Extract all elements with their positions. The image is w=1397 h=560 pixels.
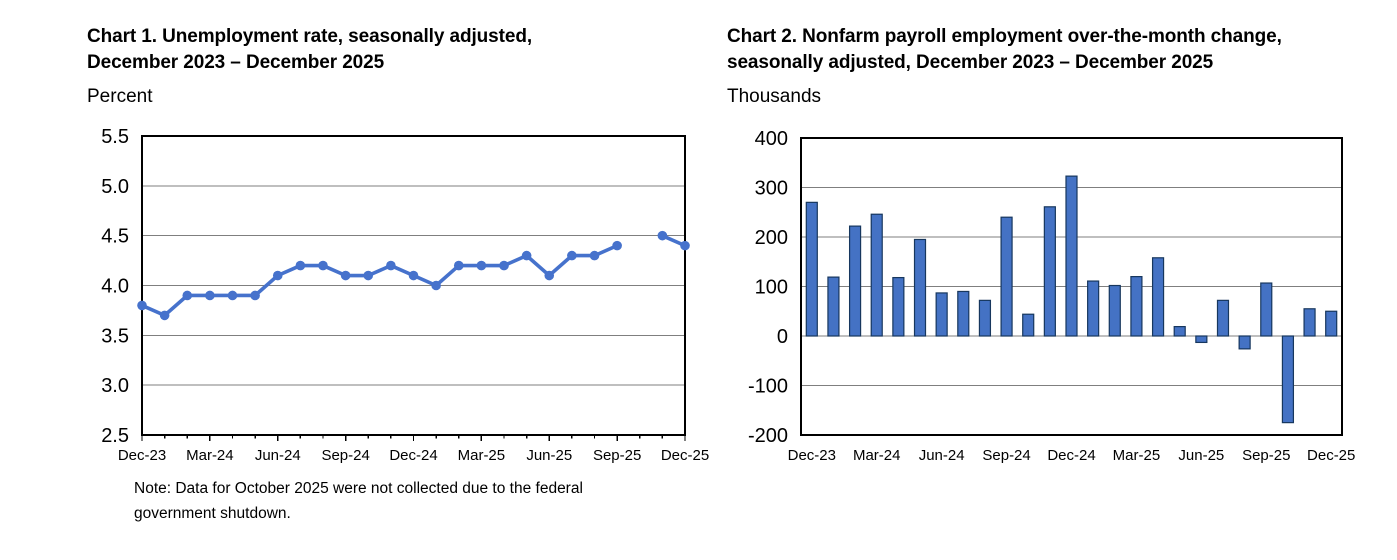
x-tick-label: Mar-24 xyxy=(186,447,234,464)
bar xyxy=(827,276,840,337)
bar xyxy=(913,238,927,337)
y-tick-label: -200 xyxy=(748,425,788,447)
x-tick-label: Jun-24 xyxy=(255,447,301,464)
data-point xyxy=(680,240,690,251)
y-tick-label: 300 xyxy=(755,178,788,200)
y-tick-label: -100 xyxy=(748,376,788,398)
data-point xyxy=(612,240,622,251)
chart2-title-line1: Chart 2. Nonfarm payroll employment over… xyxy=(727,26,1282,47)
y-tick-label: 400 xyxy=(755,128,788,150)
data-point xyxy=(589,250,600,261)
bar xyxy=(870,213,883,337)
chart1-note: Note: Data for October 2025 were not col… xyxy=(134,476,583,526)
x-tick-label: Jun-25 xyxy=(526,447,572,464)
x-tick-label: Mar-25 xyxy=(1113,447,1161,464)
y-tick-label: 4.0 xyxy=(101,276,129,298)
bar xyxy=(1000,216,1013,337)
bar xyxy=(1108,284,1121,337)
bar xyxy=(1238,335,1251,350)
data-point xyxy=(431,280,441,291)
bar xyxy=(1303,308,1316,337)
data-point xyxy=(182,290,193,301)
x-tick-label: Dec-25 xyxy=(1307,447,1355,464)
data-point xyxy=(499,260,509,271)
bar xyxy=(1043,206,1056,337)
chart1-note-line2: government shutdown. xyxy=(134,505,291,522)
chart2-unit-label: Thousands xyxy=(727,86,822,107)
bar xyxy=(1173,325,1186,337)
x-tick-label: Mar-25 xyxy=(458,447,506,464)
bar xyxy=(957,290,970,337)
data-point xyxy=(250,290,260,301)
x-tick-label: Dec-24 xyxy=(389,447,437,464)
x-tick-label: Jun-25 xyxy=(1178,447,1224,464)
data-line xyxy=(140,243,619,318)
data-point xyxy=(318,260,328,271)
y-tick-label: 3.5 xyxy=(101,325,129,347)
y-tick-label: 5.0 xyxy=(101,176,129,198)
y-tick-label: 4.5 xyxy=(101,226,129,248)
data-point xyxy=(521,250,532,261)
x-tick-label: Dec-23 xyxy=(118,447,166,464)
data-point xyxy=(159,310,170,321)
plot-frame xyxy=(800,137,1343,436)
y-tick-label: 3.0 xyxy=(101,375,129,397)
x-tick-label: Sep-25 xyxy=(1242,447,1290,464)
y-tick-label: 2.5 xyxy=(101,425,129,447)
bar xyxy=(1325,310,1338,337)
data-point xyxy=(544,270,555,281)
data-point xyxy=(227,290,238,301)
data-point xyxy=(567,250,577,261)
data-point xyxy=(408,270,419,281)
bar xyxy=(1260,282,1273,337)
y-tick-label: 0 xyxy=(777,326,788,348)
x-tick-label: Sep-25 xyxy=(593,447,641,464)
chart1-title: Chart 1. Unemployment rate, seasonally a… xyxy=(87,24,532,76)
data-point xyxy=(272,270,283,281)
y-tick-label: 200 xyxy=(755,227,788,249)
bar xyxy=(1151,257,1165,337)
y-tick-label: 100 xyxy=(755,277,788,299)
x-tick-label: Sep-24 xyxy=(321,447,369,464)
x-tick-label: Sep-24 xyxy=(982,447,1030,464)
bar xyxy=(1087,280,1100,337)
data-point xyxy=(340,270,351,281)
x-tick-label: Dec-25 xyxy=(661,447,709,464)
y-tick-label: 5.5 xyxy=(101,126,129,148)
x-tick-label: Mar-24 xyxy=(853,447,901,464)
chart2-title: Chart 2. Nonfarm payroll employment over… xyxy=(727,24,1282,76)
data-point xyxy=(386,260,396,271)
data-point xyxy=(476,260,487,271)
bar xyxy=(805,201,818,337)
data-point xyxy=(205,290,215,301)
bar xyxy=(848,225,862,337)
bar xyxy=(1130,276,1143,337)
data-point xyxy=(137,300,147,311)
bar xyxy=(1022,313,1035,337)
bar xyxy=(978,299,992,337)
data-point xyxy=(363,270,374,281)
bar xyxy=(935,292,948,337)
bar xyxy=(1281,335,1295,424)
x-tick-label: Dec-24 xyxy=(1047,447,1095,464)
data-point xyxy=(453,260,464,271)
chart1-note-line1: Note: Data for October 2025 were not col… xyxy=(134,480,583,497)
x-tick-label: Dec-23 xyxy=(788,447,836,464)
chart1-title-line1: Chart 1. Unemployment rate, seasonally a… xyxy=(87,26,533,47)
bar xyxy=(1195,335,1208,344)
chart1-unit-label: Percent xyxy=(87,86,153,107)
data-point xyxy=(657,230,668,241)
bar xyxy=(1065,175,1078,337)
data-point xyxy=(295,260,306,271)
bar xyxy=(892,276,905,337)
chart1-title-line2: December 2023 – December 2025 xyxy=(87,52,385,73)
x-tick-label: Jun-24 xyxy=(919,447,965,464)
bar xyxy=(1216,299,1230,337)
chart2-title-line2: seasonally adjusted, December 2023 – Dec… xyxy=(727,52,1214,73)
